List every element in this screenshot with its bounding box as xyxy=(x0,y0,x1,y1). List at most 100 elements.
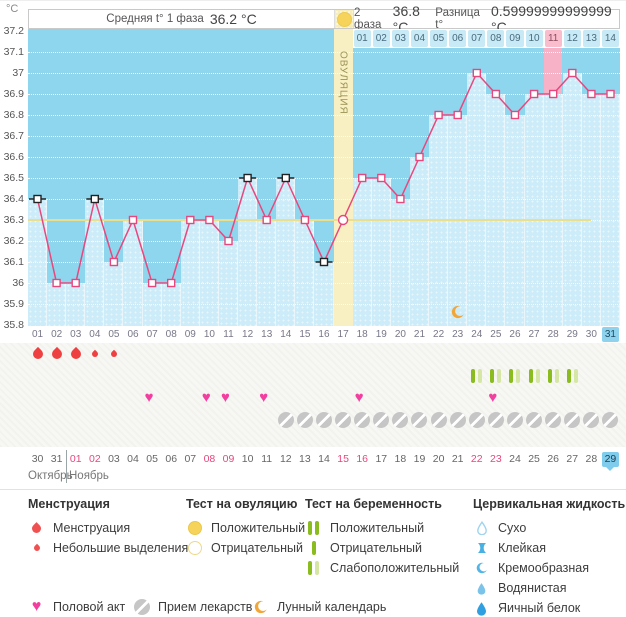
chart-day-column[interactable] xyxy=(543,94,563,326)
date-cell[interactable]: 30 xyxy=(31,453,44,465)
date-cell[interactable]: 12 xyxy=(279,453,292,465)
temperature-point-excluded[interactable] xyxy=(319,257,329,267)
gridline xyxy=(28,304,620,305)
date-cell[interactable]: 01 xyxy=(69,453,82,465)
date-cell[interactable]: 04 xyxy=(127,453,139,465)
legend-item: Клейкая xyxy=(473,538,625,558)
chart-day-column[interactable] xyxy=(180,220,200,326)
legend-item-label: Прием лекарств xyxy=(158,599,253,614)
legend-item: ♥ Половой акт xyxy=(28,598,126,615)
date-cell[interactable]: 07 xyxy=(184,453,197,465)
temperature-point[interactable] xyxy=(415,152,424,162)
date-cell[interactable]: 13 xyxy=(299,453,311,465)
date-cell[interactable]: 24 xyxy=(509,453,521,465)
temperature-point[interactable] xyxy=(300,215,310,225)
temperature-point[interactable] xyxy=(377,173,386,183)
date-cell[interactable]: 18 xyxy=(394,453,407,465)
temperature-point[interactable] xyxy=(205,215,214,225)
date-cell[interactable]: 17 xyxy=(375,453,388,465)
temperature-point[interactable] xyxy=(549,89,558,99)
temperature-point[interactable] xyxy=(568,68,577,78)
date-cell[interactable]: 16 xyxy=(356,453,369,465)
date-cell[interactable]: 31 xyxy=(50,453,63,465)
temperature-point[interactable] xyxy=(224,236,233,246)
temperature-point[interactable] xyxy=(71,278,80,288)
date-cell[interactable]: 26 xyxy=(547,453,559,465)
temperature-point[interactable] xyxy=(396,194,405,204)
temperature-point[interactable] xyxy=(434,110,443,120)
temperature-point[interactable] xyxy=(529,89,539,99)
medication-icon xyxy=(583,412,600,428)
y-axis-tick: 37 xyxy=(12,67,24,79)
medication-icon xyxy=(373,412,390,428)
date-cell[interactable]: 25 xyxy=(528,453,540,465)
date-cell[interactable]: 27 xyxy=(566,453,579,465)
legend-icon-box: ♥ xyxy=(28,598,45,615)
date-cell[interactable]: 14 xyxy=(318,453,330,465)
date-cell[interactable]: 08 xyxy=(203,453,216,465)
date-cell[interactable]: 28 xyxy=(585,453,598,465)
temperature-point[interactable] xyxy=(472,68,481,78)
date-cell[interactable]: 11 xyxy=(261,453,273,465)
pregnancy-test-weak-positive-icon xyxy=(528,369,540,383)
chart-day-column[interactable] xyxy=(524,94,544,326)
temperature-point-excluded[interactable] xyxy=(33,194,42,204)
cycle-day-label: 17 xyxy=(337,329,349,340)
chart-day-column[interactable] xyxy=(104,262,124,326)
temperature-point-excluded[interactable] xyxy=(243,173,252,183)
date-cell[interactable]: 09 xyxy=(222,453,235,465)
temperature-point[interactable] xyxy=(453,110,462,120)
chart-day-column[interactable] xyxy=(600,94,620,326)
chart-day-column[interactable] xyxy=(352,178,372,326)
chart-day-column[interactable] xyxy=(486,94,506,326)
chart-day-column[interactable] xyxy=(314,262,334,326)
temperature-point[interactable] xyxy=(186,215,195,225)
menstruation-icon xyxy=(30,521,43,535)
temperature-point[interactable] xyxy=(358,173,367,183)
temperature-point[interactable] xyxy=(262,215,271,225)
phase1-stat-label: Средняя t° 1 фаза xyxy=(106,13,204,25)
date-cell[interactable]: 02 xyxy=(88,453,101,465)
temperature-point[interactable] xyxy=(128,215,138,225)
date-cell[interactable]: 22 xyxy=(470,453,483,465)
legend-icon-box xyxy=(473,560,490,577)
temperature-point[interactable] xyxy=(510,110,520,120)
chart-day-column[interactable] xyxy=(276,178,296,326)
temperature-point[interactable] xyxy=(491,89,501,99)
legend-item-label: Яичный белок xyxy=(498,601,581,615)
chart-day-column[interactable] xyxy=(581,94,601,326)
legend-item-label: Сухо xyxy=(498,521,527,535)
date-cell[interactable]: 23 xyxy=(490,453,502,465)
date-cell[interactable]: 20 xyxy=(432,453,445,465)
temperature-point[interactable] xyxy=(109,257,119,267)
date-cell-today[interactable]: 29 xyxy=(601,452,619,467)
temperature-point-circle[interactable] xyxy=(337,214,349,226)
chart-day-column[interactable] xyxy=(257,220,277,326)
y-axis-tick: 37.2 xyxy=(3,25,24,37)
date-cell[interactable]: 05 xyxy=(146,453,158,465)
temperature-point[interactable] xyxy=(166,278,176,288)
temperature-point-excluded[interactable] xyxy=(281,173,291,183)
chart-day-column[interactable] xyxy=(238,178,258,326)
y-axis-tick: 36.3 xyxy=(3,214,24,226)
temperature-point[interactable] xyxy=(52,278,61,288)
legend-item: Менструация xyxy=(28,518,188,538)
temperature-point-excluded[interactable] xyxy=(90,194,99,204)
date-cell[interactable]: 19 xyxy=(413,453,426,465)
legend-item: Положительный xyxy=(186,518,305,538)
ovulation-column[interactable] xyxy=(333,29,353,326)
medication-icon xyxy=(277,412,294,428)
chart-day-column[interactable] xyxy=(295,220,315,326)
dpo-cell: 09 xyxy=(506,30,524,47)
date-cell[interactable]: 06 xyxy=(165,453,178,465)
date-cell[interactable]: 15 xyxy=(337,453,349,465)
date-cell[interactable]: 03 xyxy=(108,453,120,465)
chart-day-column[interactable] xyxy=(371,178,391,326)
date-cell[interactable]: 21 xyxy=(451,453,464,465)
date-cell[interactable]: 10 xyxy=(241,453,254,465)
temperature-point[interactable] xyxy=(147,278,157,288)
chart-day-column[interactable] xyxy=(123,220,143,326)
temperature-point[interactable] xyxy=(606,89,615,99)
chart-day-column[interactable] xyxy=(199,220,219,326)
temperature-point[interactable] xyxy=(587,89,596,99)
